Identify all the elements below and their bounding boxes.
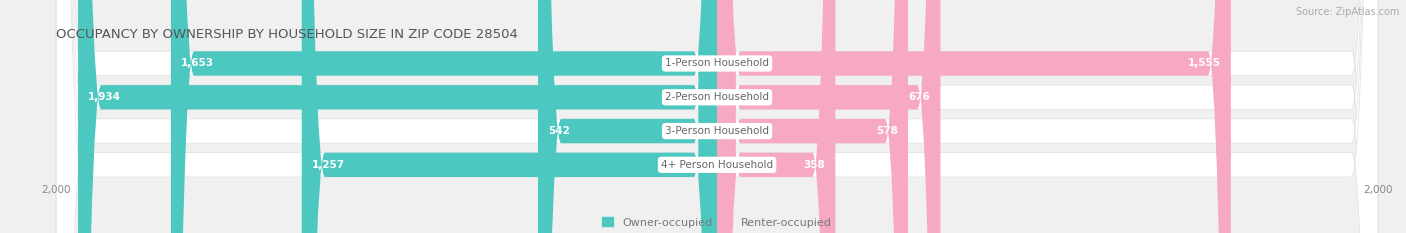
- FancyBboxPatch shape: [302, 0, 717, 233]
- FancyBboxPatch shape: [717, 0, 941, 233]
- FancyBboxPatch shape: [717, 0, 835, 233]
- Text: 4+ Person Household: 4+ Person Household: [661, 160, 773, 170]
- FancyBboxPatch shape: [56, 0, 1378, 233]
- Text: 1,653: 1,653: [181, 58, 214, 69]
- Text: 3-Person Household: 3-Person Household: [665, 126, 769, 136]
- FancyBboxPatch shape: [172, 0, 717, 233]
- Text: 358: 358: [804, 160, 825, 170]
- FancyBboxPatch shape: [56, 0, 1378, 233]
- FancyBboxPatch shape: [717, 0, 1230, 233]
- FancyBboxPatch shape: [717, 0, 908, 233]
- FancyBboxPatch shape: [79, 0, 717, 233]
- Text: Source: ZipAtlas.com: Source: ZipAtlas.com: [1295, 7, 1399, 17]
- Text: 676: 676: [908, 92, 931, 102]
- Text: 1-Person Household: 1-Person Household: [665, 58, 769, 69]
- Legend: Owner-occupied, Renter-occupied: Owner-occupied, Renter-occupied: [602, 217, 832, 228]
- Text: 578: 578: [876, 126, 898, 136]
- Text: 1,934: 1,934: [89, 92, 121, 102]
- Text: 1,555: 1,555: [1188, 58, 1220, 69]
- Text: OCCUPANCY BY OWNERSHIP BY HOUSEHOLD SIZE IN ZIP CODE 28504: OCCUPANCY BY OWNERSHIP BY HOUSEHOLD SIZE…: [56, 28, 519, 41]
- FancyBboxPatch shape: [56, 0, 1378, 233]
- Text: 542: 542: [548, 126, 569, 136]
- FancyBboxPatch shape: [56, 0, 1378, 233]
- Text: 2-Person Household: 2-Person Household: [665, 92, 769, 102]
- Text: 1,257: 1,257: [312, 160, 344, 170]
- FancyBboxPatch shape: [538, 0, 717, 233]
